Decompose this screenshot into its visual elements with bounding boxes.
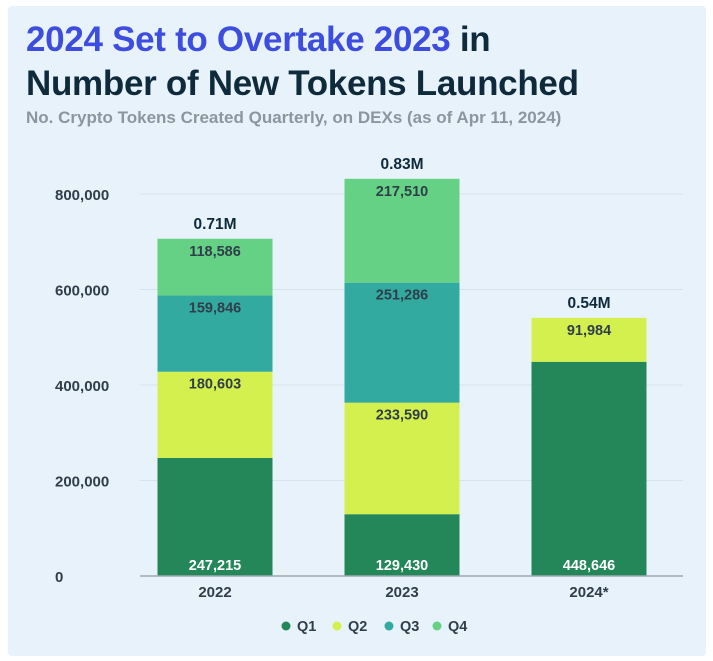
legend-marker [332,621,342,631]
chart-subtitle: No. Crypto Tokens Created Quarterly, on … [26,108,562,127]
legend-label: Q4 [448,619,467,635]
bar-segment [531,361,647,576]
legend-marker [384,621,394,631]
data-label: 448,646 [563,558,615,574]
bar-segment [344,402,460,515]
data-label: 91,984 [567,323,611,339]
title-highlight: 2024 Set to Overtake 2023 [26,20,451,59]
total-label: 0.71M [193,216,236,233]
chart-title: 2024 Set to Overtake 2023 in Number of N… [26,18,579,106]
bar-segment [344,178,460,283]
x-tick-label: 2022 [198,584,231,601]
legend-label: Q2 [348,619,367,635]
bar-segment [157,295,273,372]
y-tick-label: 200,000 [55,474,109,491]
y-tick-label: 400,000 [55,378,109,395]
total-label: 0.54M [567,295,610,312]
legend-marker [281,621,291,631]
bar-segment [157,238,273,296]
x-tick-label: 2024* [569,584,608,601]
y-tick-label: 600,000 [55,283,109,300]
y-tick-label: 0 [55,569,63,586]
bar-segment [157,371,273,458]
legend-label: Q1 [297,619,316,635]
data-label: 251,286 [376,288,428,304]
legend-marker [432,621,442,631]
data-label: 118,586 [189,244,241,260]
data-label: 233,590 [376,408,428,424]
data-label: 129,430 [376,558,428,574]
y-tick-label: 800,000 [55,187,109,204]
title-rest: in [450,20,491,59]
data-label: 159,846 [189,300,241,316]
data-label: 217,510 [376,184,428,200]
data-label: 180,603 [189,377,241,393]
bar-segment [344,282,460,403]
legend-label: Q3 [400,619,419,635]
bar-segment [344,514,460,576]
x-tick-label: 2023 [385,584,418,601]
title-line-2: Number of New Tokens Launched [26,64,579,103]
bar-segment [157,457,273,576]
bar-segment [531,317,647,362]
total-label: 0.83M [380,156,423,173]
data-label: 247,215 [189,558,241,574]
